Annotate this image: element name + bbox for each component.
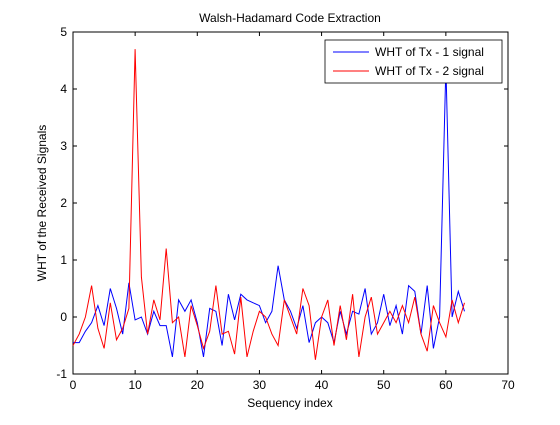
- legend-box: [324, 39, 503, 84]
- x-tick-label: 60: [439, 378, 453, 392]
- y-tick-label: -1: [56, 367, 67, 381]
- chart-title: Walsh-Hadamard Code Extraction: [199, 11, 381, 25]
- legend-label-series-2: WHT of Tx - 2 signal: [375, 64, 484, 78]
- legend: WHT of Tx - 1 signal WHT of Tx - 2 signa…: [324, 39, 503, 84]
- series-layer: [72, 49, 465, 360]
- x-axis-label: Sequency index: [247, 396, 332, 410]
- x-tick-label: 10: [128, 378, 142, 392]
- x-tick-label: 30: [253, 378, 267, 392]
- series-line-2: [72, 49, 465, 360]
- y-tick-label: 0: [60, 310, 67, 324]
- x-tick-label: 0: [70, 378, 77, 392]
- y-tick-label: 5: [60, 25, 67, 39]
- y-tick-label: 2: [60, 196, 67, 210]
- x-tick-label: 20: [191, 378, 205, 392]
- series-line-1: [73, 66, 465, 357]
- legend-label-series-1: WHT of Tx - 1 signal: [375, 45, 484, 59]
- y-tick-label: 3: [60, 139, 67, 153]
- y-tick-label: 1: [60, 253, 67, 267]
- x-tick-label: 70: [501, 378, 515, 392]
- x-tick-label: 50: [377, 378, 391, 392]
- x-tick-label: 40: [315, 378, 329, 392]
- y-tick-label: 4: [60, 82, 67, 96]
- y-axis-label: WHT of the Received Signals: [35, 125, 49, 282]
